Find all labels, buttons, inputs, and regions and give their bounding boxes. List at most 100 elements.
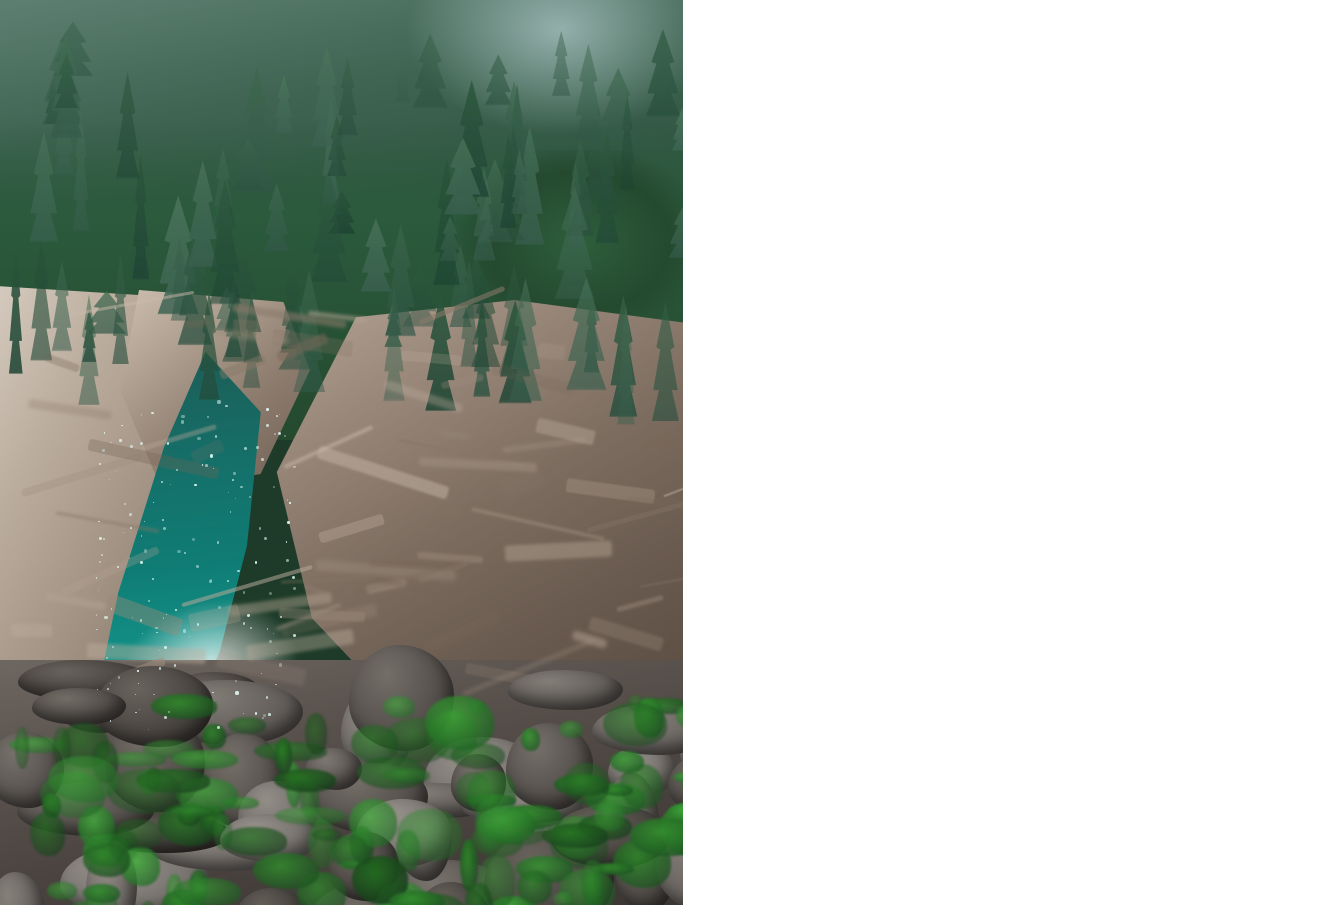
- photo-water-sparkle: [147, 599, 150, 602]
- photo-water-sparkle: [147, 728, 149, 730]
- photo-shrub: [172, 877, 242, 905]
- photo-water-sparkle: [95, 614, 98, 616]
- photo-boulder: [679, 733, 683, 774]
- photo-water-sparkle: [254, 712, 258, 715]
- photo-water-sparkle: [243, 713, 245, 715]
- photo-water-sparkle: [201, 463, 204, 466]
- photo-water-sparkle: [166, 614, 168, 616]
- photo-water-sparkle: [129, 513, 132, 517]
- photo-shrub: [542, 824, 608, 848]
- photo-water-sparkle: [158, 667, 162, 670]
- photo-water-sparkle: [289, 502, 291, 504]
- photo-water-sparkle: [109, 720, 112, 722]
- photo-water-sparkle: [293, 634, 297, 638]
- photo-water-sparkle: [139, 619, 143, 623]
- photo-water-sparkle: [246, 614, 250, 618]
- photo-shrub: [252, 852, 320, 889]
- photo-water-sparkle: [99, 463, 102, 465]
- photo-water-sparkle: [142, 632, 144, 635]
- photo-water-sparkle: [265, 696, 269, 699]
- photo-water-sparkle: [269, 592, 273, 596]
- photo-water-sparkle: [272, 632, 274, 634]
- photo-water-sparkle: [175, 609, 178, 612]
- photo-shrub: [396, 829, 420, 872]
- photo-water-sparkle: [152, 577, 154, 580]
- photo-water-sparkle: [152, 502, 155, 504]
- photo-water-sparkle: [109, 682, 112, 685]
- photo-shrub: [201, 723, 226, 749]
- photo-shrub: [552, 891, 573, 905]
- photo-water-sparkle: [161, 518, 164, 522]
- photo-shrub: [311, 828, 342, 841]
- photo-water-sparkle: [102, 538, 106, 541]
- photo-rock-facet: [537, 342, 566, 361]
- photo-water-sparkle: [284, 435, 287, 438]
- photo-water-sparkle: [140, 561, 144, 565]
- photo-water-sparkle: [99, 537, 103, 541]
- photo-water-sparkle: [218, 606, 221, 609]
- photo-water-sparkle: [137, 670, 139, 672]
- photo-water-sparkle: [123, 502, 127, 506]
- photo-water-sparkle: [192, 538, 195, 541]
- photo-shrub: [676, 704, 683, 730]
- photo-water-sparkle: [214, 434, 218, 438]
- photo-water-sparkle: [242, 590, 246, 594]
- photo-water-sparkle: [205, 464, 208, 467]
- photo-water-sparkle: [260, 457, 264, 461]
- photo-water-sparkle: [266, 628, 269, 630]
- photo-shrub: [389, 891, 445, 905]
- photo-water-sparkle: [176, 468, 179, 471]
- photo-water-sparkle: [291, 575, 295, 579]
- photo-water-sparkle: [240, 486, 243, 489]
- photo-water-sparkle: [244, 447, 248, 451]
- photo-water-sparkle: [105, 656, 108, 659]
- photo-shrub: [610, 750, 645, 774]
- photo-shrub: [274, 807, 347, 825]
- forest-gorge-photo: [0, 0, 683, 905]
- photo-water-sparkle: [279, 615, 282, 618]
- photo-shrub: [465, 882, 493, 905]
- photo-water-sparkle: [197, 436, 201, 440]
- photo-shrub: [48, 756, 118, 803]
- photo-water-sparkle: [103, 431, 106, 434]
- photo-water-sparkle: [140, 441, 144, 446]
- photo-shrub: [681, 762, 683, 807]
- photo-conifer: [671, 108, 683, 151]
- photo-water-sparkle: [226, 579, 230, 583]
- photo-water-sparkle: [278, 431, 282, 435]
- photo-water-sparkle: [279, 413, 281, 415]
- photo-water-sparkle: [122, 532, 125, 534]
- photo-water-sparkle: [168, 711, 170, 713]
- photo-shrub: [46, 881, 78, 901]
- photo-water-sparkle: [286, 559, 290, 563]
- photo-water-sparkle: [116, 471, 118, 473]
- photo-water-sparkle: [278, 663, 283, 667]
- photo-water-sparkle: [182, 629, 186, 633]
- photo-water-sparkle: [285, 541, 287, 543]
- photo-shrub: [152, 903, 220, 905]
- photo-shrub: [396, 808, 462, 861]
- photo-water-sparkle: [268, 713, 271, 716]
- photo-water-sparkle: [137, 682, 140, 684]
- photo-water-sparkle: [287, 520, 290, 524]
- photo-water-sparkle: [98, 520, 100, 523]
- photo-water-sparkle: [212, 467, 214, 469]
- photo-water-sparkle: [140, 535, 143, 537]
- photo-shrub: [383, 696, 416, 719]
- photo-water-sparkle: [163, 646, 168, 650]
- photo-shrub: [150, 694, 217, 720]
- photo-shrub: [599, 785, 634, 796]
- photo-water-sparkle: [209, 580, 212, 583]
- photo-water-sparkle: [194, 484, 197, 487]
- photo-water-sparkle: [263, 536, 268, 540]
- photo-water-sparkle: [110, 441, 113, 444]
- photo-water-sparkle: [116, 565, 119, 568]
- photo-water-sparkle: [233, 472, 237, 475]
- photo-water-sparkle: [177, 549, 181, 553]
- photo-water-sparkle: [216, 725, 221, 730]
- photo-shrub: [459, 838, 478, 892]
- photo-water-sparkle: [163, 617, 165, 619]
- photo-shrub: [170, 806, 216, 819]
- photo-water-sparkle: [106, 688, 109, 691]
- photo-water-sparkle: [153, 693, 155, 695]
